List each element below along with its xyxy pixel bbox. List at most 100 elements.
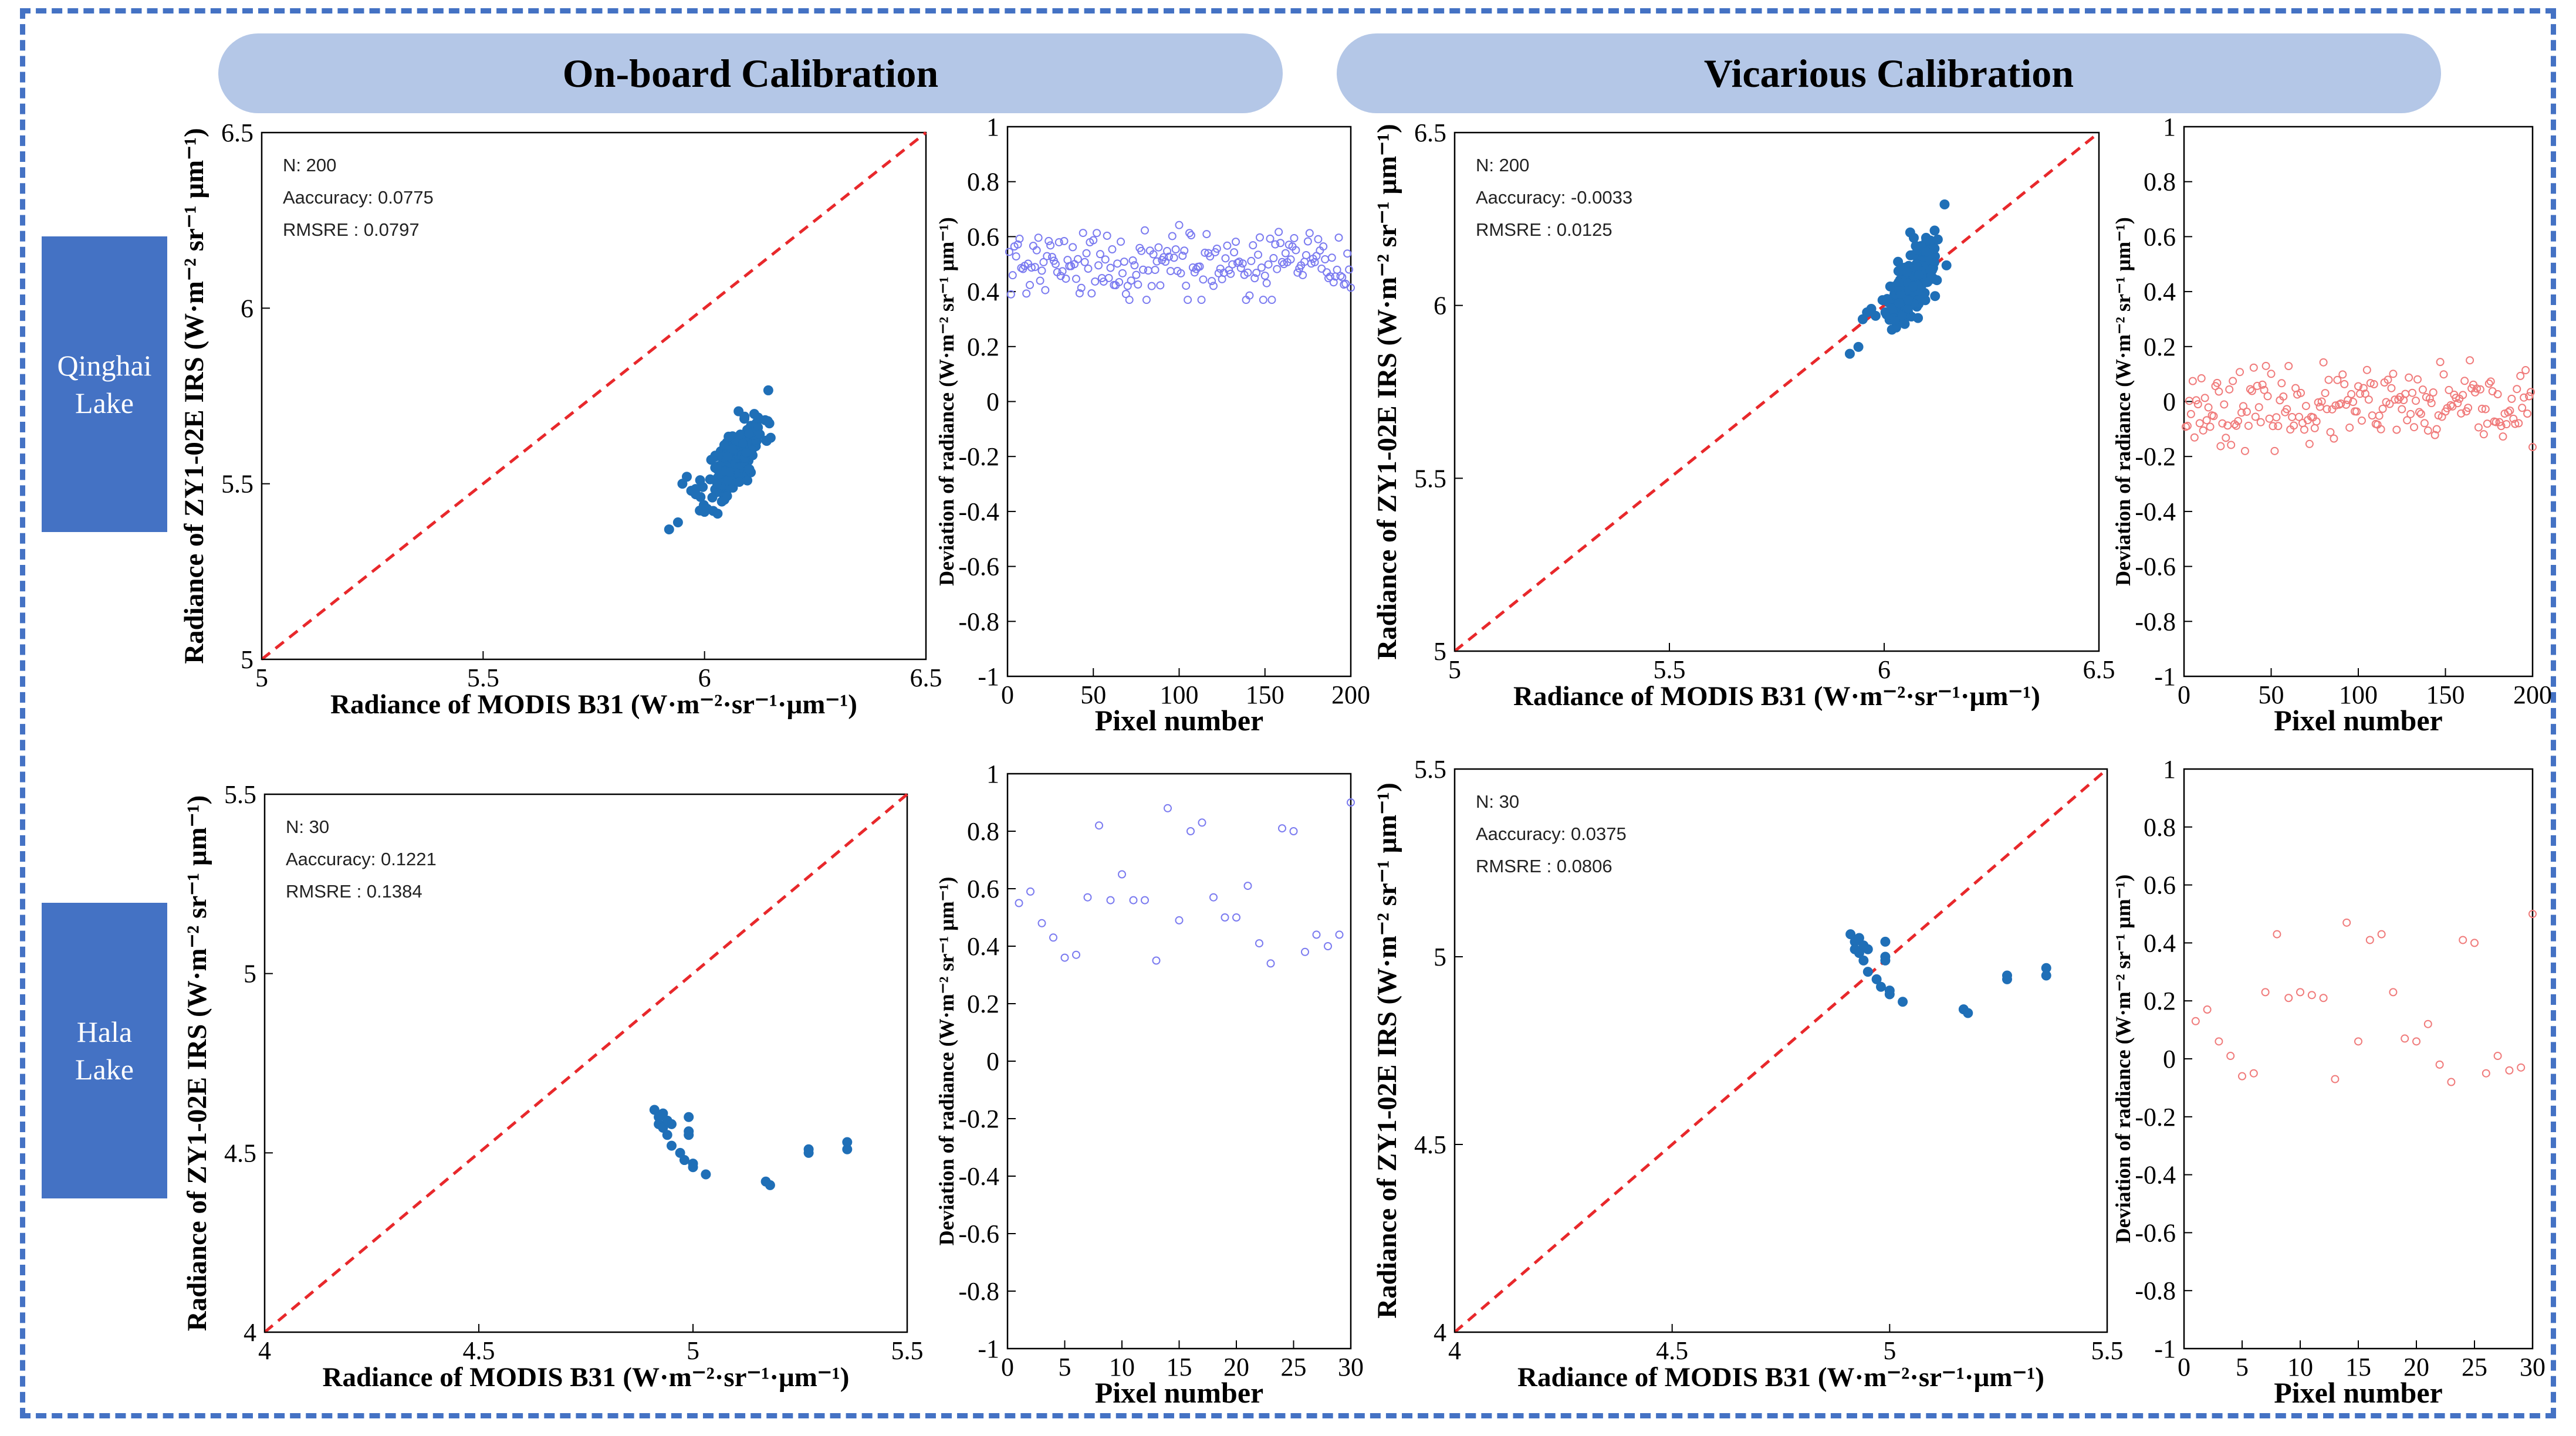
data-point (1139, 265, 1148, 274)
data-point (664, 524, 674, 534)
data-point (705, 474, 715, 485)
x-tick-label: 5 (255, 663, 268, 692)
data-point (1185, 229, 1194, 238)
data-point (1083, 893, 1092, 902)
header-vicarious-label: Vicarious Calibration (1703, 50, 2074, 96)
data-point (2418, 385, 2427, 394)
data-point (1333, 265, 1341, 274)
data-point (2484, 379, 2493, 388)
y-tick-label: 0.8 (2144, 168, 2176, 197)
data-point (1214, 269, 1223, 277)
data-point (712, 509, 723, 519)
x-tick-label: 25 (2462, 1353, 2487, 1381)
identity-line (1453, 768, 2108, 1333)
data-point (1941, 260, 1952, 270)
data-point (2453, 399, 2462, 408)
data-point (755, 429, 765, 440)
data-point (1030, 263, 1039, 272)
data-point (1914, 269, 1924, 280)
data-point (2435, 1060, 2444, 1069)
data-point (2528, 910, 2537, 918)
y-tick-label: -0.2 (958, 1105, 999, 1133)
data-point (2261, 361, 2270, 370)
x-tick-label: 5 (1448, 655, 1461, 684)
data-point (1142, 296, 1151, 304)
y-axis-label: Radiance of ZY1-02E IRS (W·m⁻² sr⁻¹ μm⁻¹… (1372, 783, 1402, 1319)
data-point (1898, 997, 1908, 1007)
data-point (2200, 394, 2209, 402)
x-tick-label: 25 (1281, 1353, 1307, 1381)
data-point (2376, 425, 2385, 433)
data-point (2296, 388, 2305, 397)
data-point (2267, 370, 2276, 378)
data-point (2352, 407, 2361, 416)
data-point (1963, 1008, 1973, 1018)
data-point (2305, 439, 2314, 448)
qinghai-vicarious-scatter-plot: 5 5.5 6 6.5 5 5.5 6 6.5 Radiance of MODIS B31 (W… (1372, 118, 2115, 712)
data-point (1147, 282, 1156, 290)
data-point (1104, 273, 1113, 282)
data-point (2203, 1005, 2212, 1014)
data-point (1345, 265, 1354, 274)
data-point (2378, 404, 2387, 413)
x-tick-label: 5 (2236, 1353, 2249, 1381)
data-point (1257, 263, 1266, 272)
x-tick-label: 4 (1448, 1336, 1461, 1365)
row-label-qinghai-lake: Qinghai Lake (42, 236, 167, 532)
data-point (1106, 263, 1115, 272)
data-point (1156, 281, 1165, 290)
x-tick-label: 10 (2287, 1353, 2313, 1381)
data-point (2425, 394, 2434, 403)
data-point (1199, 275, 1208, 284)
data-point (1913, 313, 1923, 323)
data-point (1862, 967, 1873, 977)
data-point (1008, 271, 1017, 280)
data-point (803, 1144, 814, 1154)
data-point (1854, 933, 1864, 943)
data-point (1171, 245, 1180, 254)
data-point (1889, 316, 1900, 326)
y-axis-label: Radiance of ZY1-02E IRS (W·m⁻² sr⁻¹ μm⁻¹… (182, 795, 212, 1332)
data-point (2192, 396, 2200, 405)
data-point (1902, 267, 1912, 277)
data-point (2464, 404, 2473, 412)
data-point (1303, 237, 1312, 246)
data-point (1137, 246, 1146, 255)
data-point (2234, 416, 2243, 425)
data-point (2246, 385, 2254, 394)
data-point (724, 467, 735, 477)
y-tick-label: 0.4 (2144, 277, 2176, 306)
data-point (2359, 384, 2368, 392)
y-tick-label: -0.4 (2135, 1161, 2176, 1190)
data-point (1075, 289, 1084, 297)
data-point (1072, 950, 1080, 959)
data-point (2492, 418, 2500, 426)
data-point (1870, 310, 1881, 321)
y-tick-label: 4.5 (1414, 1130, 1446, 1159)
data-point (1041, 286, 1050, 294)
data-point (1266, 959, 1275, 968)
data-point (1094, 261, 1103, 270)
x-tick-label: 5.5 (891, 1336, 924, 1365)
data-point (2041, 963, 2051, 973)
data-point (1128, 256, 1137, 265)
data-point (1118, 870, 1126, 879)
y-tick-label: 5 (1434, 637, 1446, 666)
data-point (672, 517, 683, 528)
x-tick-label: 150 (2426, 680, 2465, 709)
data-point (1026, 887, 1035, 896)
data-point (2232, 421, 2241, 430)
data-point (1129, 896, 1138, 905)
y-tick-label: 4 (244, 1318, 256, 1347)
data-point (2225, 385, 2234, 394)
data-point (1853, 341, 1864, 352)
data-point (1269, 254, 1278, 263)
data-point (1327, 253, 1336, 262)
x-axis-label: Pixel number (2274, 704, 2442, 737)
data-point (1106, 896, 1115, 905)
y-tick-label: 0.2 (967, 333, 999, 361)
data-point (1212, 244, 1221, 253)
data-point (1164, 252, 1173, 261)
data-point (743, 464, 754, 475)
